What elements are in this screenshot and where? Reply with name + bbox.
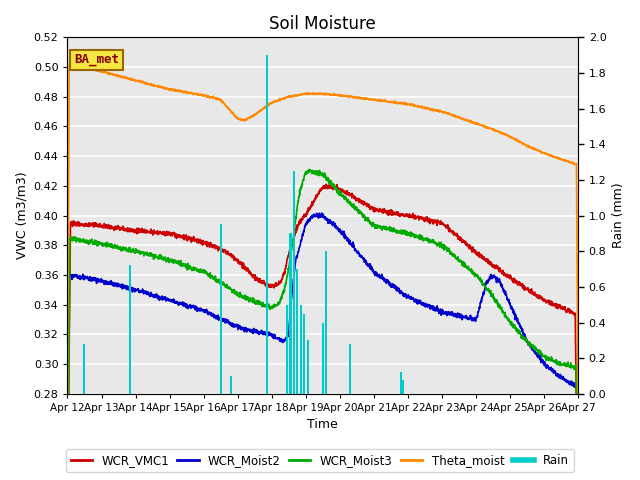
X-axis label: Time: Time (307, 419, 339, 432)
Bar (325, 251, 327, 394)
Legend: WCR_VMC1, WCR_Moist2, WCR_Moist3, Theta_moist, Rain: WCR_VMC1, WCR_Moist2, WCR_Moist3, Theta_… (66, 449, 574, 472)
Y-axis label: Rain (mm): Rain (mm) (612, 183, 625, 248)
Bar (300, 305, 301, 394)
Bar (349, 344, 351, 394)
Bar (296, 269, 298, 394)
Y-axis label: VWC (m3/m3): VWC (m3/m3) (15, 172, 28, 259)
Bar (266, 55, 268, 394)
Bar (220, 225, 221, 394)
Bar (129, 265, 131, 394)
Bar (402, 380, 404, 394)
Bar (293, 171, 295, 394)
Bar (83, 344, 85, 394)
Bar (307, 340, 308, 394)
Bar (322, 323, 324, 394)
Bar (400, 372, 402, 394)
Text: BA_met: BA_met (74, 53, 119, 66)
Bar (303, 313, 305, 394)
Bar (230, 376, 232, 394)
Title: Soil Moisture: Soil Moisture (269, 15, 376, 33)
Bar (286, 305, 288, 394)
Bar (289, 233, 292, 394)
